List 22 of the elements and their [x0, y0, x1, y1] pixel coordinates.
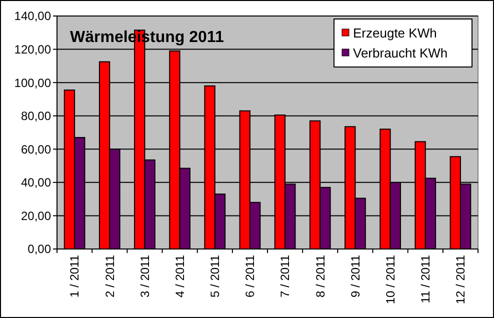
- x-tick-label: 6 / 2011: [243, 254, 258, 298]
- legend-label: Erzeugte KWh: [353, 26, 437, 41]
- y-tick-label: 140,00: [14, 9, 52, 24]
- y-tick-label: 60,00: [20, 142, 52, 156]
- x-tick-label: 7 / 2011: [278, 254, 292, 298]
- x-tick-label: 8 / 2011: [313, 254, 328, 298]
- x-tick-label: 5 / 2011: [208, 254, 222, 298]
- x-tick-label: 4 / 2011: [172, 254, 187, 298]
- x-tick-label: 3 / 2011: [138, 254, 152, 298]
- x-tick-label: 9 / 2011: [348, 254, 362, 298]
- y-tick-label: 120,00: [14, 42, 52, 56]
- x-tick-label: 2 / 2011: [102, 254, 117, 298]
- x-tick-label: 10 / 2011: [383, 254, 398, 304]
- y-tick-label: 100,00: [14, 76, 52, 90]
- y-tick-label: 20,00: [20, 208, 52, 223]
- x-tick-label: 1 / 2011: [68, 254, 82, 298]
- y-tick-label: 80,00: [20, 109, 52, 124]
- y-tick-label: 40,00: [20, 176, 52, 190]
- x-tick-label: 12 / 2011: [454, 254, 468, 304]
- legend-label: Verbraucht KWh: [353, 46, 448, 61]
- x-tick-label: 11 / 2011: [418, 254, 433, 304]
- y-tick-label: 0,00: [28, 242, 52, 256]
